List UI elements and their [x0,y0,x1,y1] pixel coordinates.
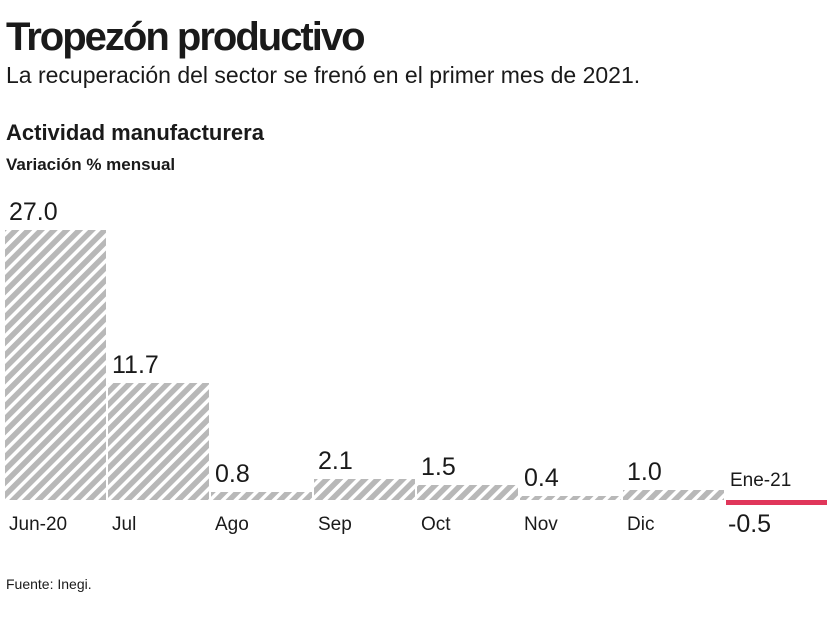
bar [417,485,518,500]
x-tick-label: Sep [318,514,352,535]
bar [5,230,106,500]
bar [211,492,312,500]
bar [623,490,724,500]
bar [520,496,621,500]
bar [726,500,827,505]
value-label: 2.1 [318,447,353,475]
value-label: 0.8 [215,460,250,488]
y-axis-label: Variación % mensual [6,155,175,174]
bar [314,479,415,500]
value-label: 11.7 [112,351,159,379]
section-title: Actividad manufacturera [6,120,265,145]
chart-title: Tropezón productivo [6,15,364,59]
value-label: 1.5 [421,453,456,481]
x-tick-label: Jul [112,514,136,535]
value-label: -0.5 [728,510,771,538]
x-tick-label: Dic [627,514,654,535]
bar [108,383,209,500]
x-tick-label: Oct [421,514,451,535]
chart-subtitle: La recuperación del sector se frenó en e… [6,62,640,88]
x-tick-label: Nov [524,514,558,535]
value-label: 27.0 [9,198,58,226]
x-tick-label: Ago [215,514,249,535]
x-tick-label: Ene-21 [730,470,791,491]
value-label: 0.4 [524,464,559,492]
source: Fuente: Inegi. [6,576,92,592]
value-label: 1.0 [627,458,662,486]
x-tick-label: Jun-20 [9,514,67,535]
